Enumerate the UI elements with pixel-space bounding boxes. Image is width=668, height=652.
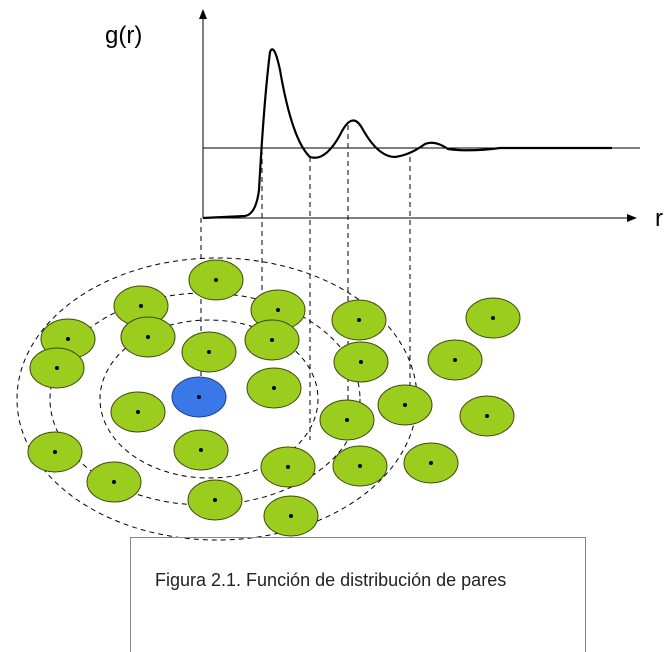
gr-curve [202, 48, 612, 220]
axes [199, 9, 640, 222]
y-axis-label: g(r) [105, 22, 143, 49]
particles [27, 259, 521, 537]
x-axis-label: r [655, 205, 663, 232]
caption: Figura 2.1. Función de distribución de p… [130, 537, 586, 652]
